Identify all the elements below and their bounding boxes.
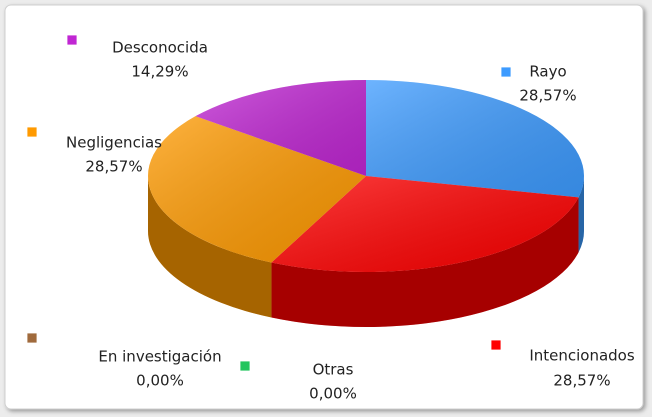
value-label: 28,57% [85,158,142,176]
value-label: 14,29% [131,63,188,81]
value-label: 28,57% [553,372,610,390]
legend-marker [500,66,512,78]
category-label: Desconocida [112,39,208,57]
slice-side-shade [578,176,584,253]
value-label: 0,00% [309,385,357,403]
slice-shine [195,80,366,176]
slice-shine [366,80,584,198]
slice-shine [271,176,579,272]
category-label: Negligencias [66,134,162,152]
slice-side-shade [148,176,272,318]
slice-shine [147,116,366,263]
slice-side [148,176,272,318]
legend-marker [66,34,78,46]
legend-marker [26,332,38,344]
value-label: 28,57% [519,87,576,105]
legend-marker [26,126,38,138]
category-label: Intencionados [529,347,635,365]
slice-side [578,176,584,253]
category-label: En investigación [98,348,221,366]
slice-side-shade [271,197,579,328]
category-label: Rayo [529,63,566,81]
legend-marker [490,339,502,351]
value-label: 0,00% [136,372,184,390]
legend-marker [239,360,251,372]
category-label: Otras [313,361,354,379]
slice-side [271,197,579,328]
